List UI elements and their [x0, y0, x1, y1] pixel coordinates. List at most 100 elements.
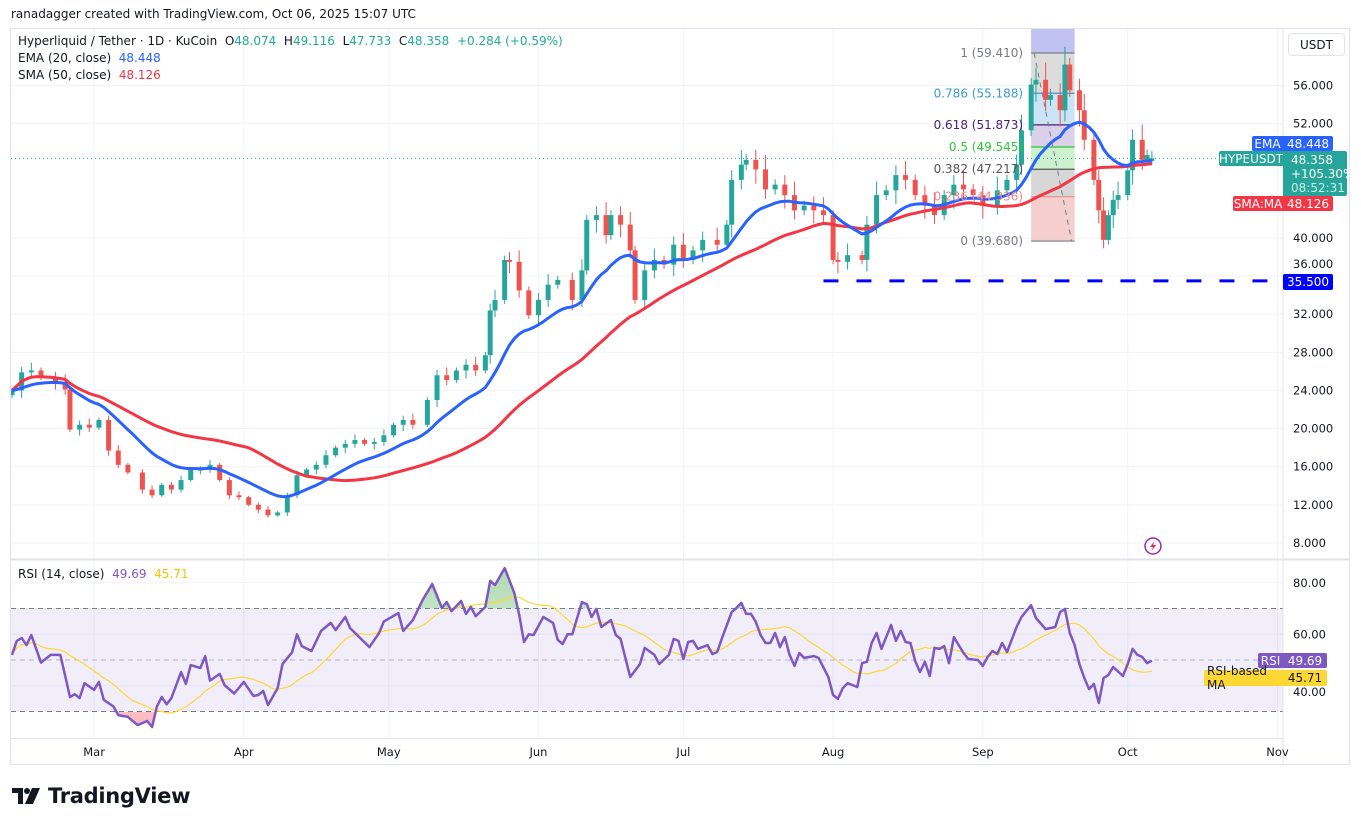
candle — [67, 386, 73, 432]
last-price-tag: 48.358 +105.30% 08:52:31 — [1283, 151, 1354, 196]
candle — [671, 236, 677, 277]
candle-body — [391, 424, 397, 436]
candle-body — [526, 290, 532, 316]
candle-body — [1004, 179, 1010, 191]
candle-body — [801, 205, 807, 211]
sma-legend-value: 48.126 — [118, 68, 161, 82]
candle-body — [579, 270, 585, 300]
candle-body — [255, 504, 261, 510]
fib-labels: 1 (59.410) 0.786 (55.188) 0.618 (51.873) 0.… — [934, 46, 1024, 248]
fib-level-label: 1 (59.410) — [960, 46, 1023, 60]
candle — [724, 219, 730, 250]
candle-body — [1096, 179, 1102, 211]
candle-body — [86, 424, 92, 428]
candle — [526, 286, 532, 319]
candle-body — [313, 464, 319, 470]
candle-body — [1115, 195, 1121, 200]
candle-body — [1067, 64, 1073, 91]
candle-body — [1014, 164, 1020, 180]
x-tick-label: Jul — [675, 745, 690, 759]
bar-countdown: 08:52:31 — [1291, 180, 1345, 195]
sma-legend[interactable]: SMA (50, close) 48.126 — [18, 68, 161, 82]
lightning-icon[interactable] — [1144, 537, 1162, 555]
candle — [1105, 210, 1111, 245]
rsi-ma-tag-value: 45.71 — [1283, 670, 1327, 686]
candle — [236, 491, 242, 500]
candle-body — [864, 224, 870, 260]
candle — [28, 362, 34, 378]
candle-body — [743, 159, 749, 165]
candle-body — [1091, 139, 1097, 180]
ema-legend[interactable]: EMA (20, close) 48.448 — [18, 51, 161, 65]
candle — [1076, 78, 1082, 127]
candle — [502, 255, 508, 304]
candle — [743, 154, 749, 171]
fib-zone-top — [1031, 29, 1075, 54]
rsi-legend-label: RSI (14, close) — [18, 567, 105, 581]
candle-body — [729, 179, 735, 225]
candle — [391, 422, 397, 438]
candle — [1096, 170, 1102, 224]
candle — [342, 439, 348, 454]
candle-body — [381, 435, 387, 442]
candle — [381, 429, 387, 446]
candle — [1101, 197, 1107, 249]
candle — [125, 462, 131, 475]
symbol-legend[interactable]: Hyperliquid / Tether · 1D · KuCoin O48.0… — [18, 34, 563, 48]
candle — [410, 413, 416, 430]
candle — [593, 206, 599, 233]
fib-retracement-tool[interactable] — [1031, 29, 1075, 242]
candle — [106, 415, 112, 456]
candle — [690, 245, 696, 265]
tradingview-logo[interactable]: TradingView — [12, 784, 190, 808]
candle-body — [1057, 95, 1063, 111]
candle-body — [1076, 90, 1082, 111]
rsi-legend[interactable]: RSI (14, close) 49.69 45.71 — [18, 567, 188, 581]
candle-body — [1043, 79, 1049, 100]
x-tick-label: Nov — [1266, 745, 1289, 759]
candle — [323, 450, 329, 469]
candle — [424, 397, 430, 428]
candle-body — [651, 259, 657, 271]
candle — [516, 250, 522, 298]
fib-trend-line[interactable] — [1033, 52, 1073, 242]
candle — [333, 445, 339, 458]
candle — [1125, 164, 1131, 201]
candle-body — [772, 184, 778, 190]
symbol-title: Hyperliquid / Tether · 1D · KuCoin — [18, 34, 218, 48]
candle-body — [820, 210, 826, 216]
candle-body — [492, 299, 498, 311]
candle-body — [125, 464, 131, 473]
candle — [555, 275, 561, 289]
candle — [1004, 174, 1010, 196]
candle-body — [830, 215, 836, 260]
candle — [371, 438, 377, 450]
candle — [482, 352, 488, 374]
candle — [1115, 181, 1121, 210]
high-value: 49.116 — [292, 34, 335, 48]
candle-body — [714, 239, 720, 245]
candle-body — [294, 475, 300, 496]
candle — [444, 367, 450, 386]
rsi-tick-label: 60.00 — [1293, 627, 1326, 641]
open-value: 48.074 — [234, 34, 277, 48]
candle-body — [506, 259, 512, 262]
candle — [1033, 67, 1039, 102]
candle-body — [671, 244, 677, 265]
candle — [811, 196, 817, 224]
candle-body — [333, 447, 339, 456]
candle — [820, 197, 826, 225]
candle-body — [753, 159, 759, 170]
fib-level-label: 0.236 (44.336) — [934, 190, 1024, 204]
candle — [1130, 129, 1136, 185]
candle — [584, 215, 590, 275]
candle — [835, 252, 841, 274]
open-label: O — [224, 34, 235, 48]
x-tick-label: Apr — [234, 745, 254, 759]
candle-body — [859, 255, 865, 260]
candle — [246, 495, 252, 507]
sma-50-line — [11, 162, 1153, 483]
candle — [859, 250, 865, 265]
currency-button[interactable]: USDT — [1288, 33, 1345, 56]
